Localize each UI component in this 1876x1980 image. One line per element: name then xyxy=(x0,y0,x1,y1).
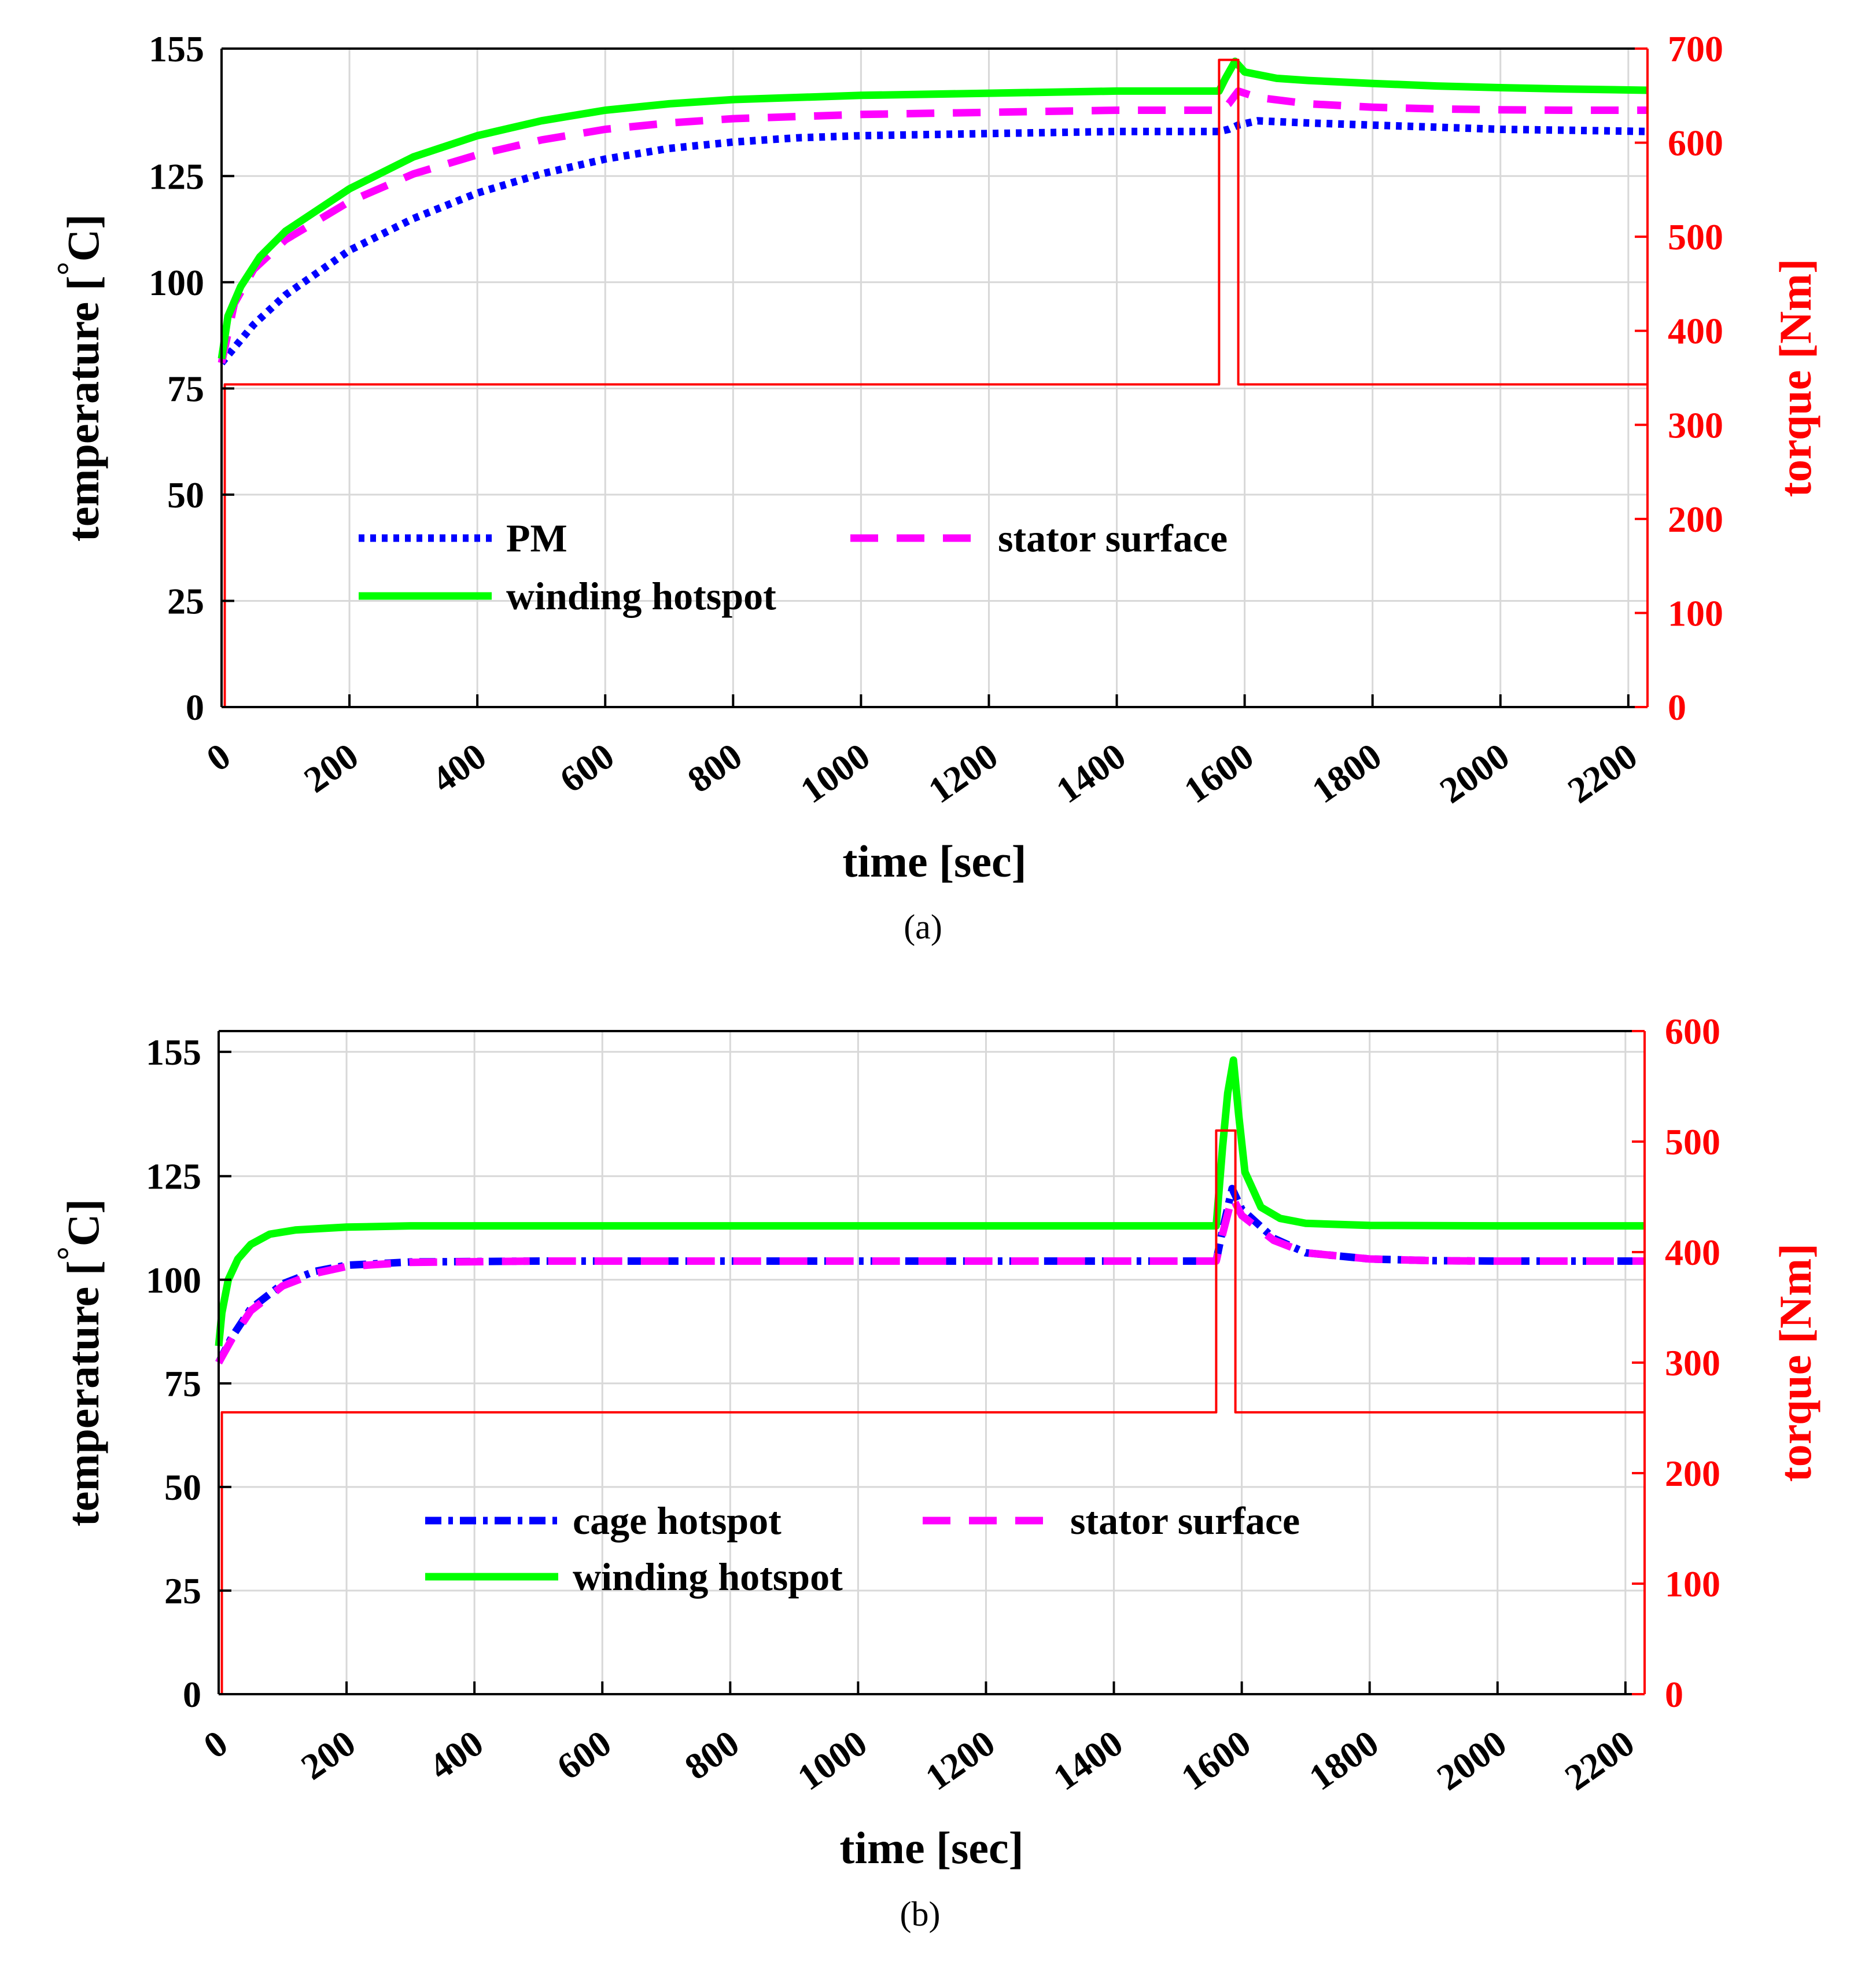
x-tick-label: 200 xyxy=(294,1722,363,1787)
y-tick-label: 155 xyxy=(146,1032,201,1073)
y2-tick-label: 200 xyxy=(1665,1453,1720,1494)
x-tick-label: 2200 xyxy=(1560,735,1645,811)
x-tick-label: 1200 xyxy=(921,735,1005,811)
x-tick-label: 1000 xyxy=(793,735,878,811)
x-tick-label: 1600 xyxy=(1177,735,1261,811)
y2-tick-label: 200 xyxy=(1668,499,1723,540)
y2-tick-label: 300 xyxy=(1665,1342,1720,1383)
y-tick-label: 25 xyxy=(167,580,204,621)
y-tick-label: 75 xyxy=(164,1363,201,1404)
y-tick-label: 50 xyxy=(167,474,204,516)
x-tick-label: 400 xyxy=(422,1722,491,1787)
legend-label: PM xyxy=(506,516,567,560)
x-axis-label: time [sec] xyxy=(839,1823,1023,1873)
series-PM-line xyxy=(219,117,1648,366)
x-tick-label: 2000 xyxy=(1432,735,1517,811)
legend: cage hotspot stator surface winding hotspo… xyxy=(425,1499,1300,1599)
y-axis-label: temperature [°C] xyxy=(50,214,108,542)
y-tick-label: 0 xyxy=(183,1674,201,1715)
series-group xyxy=(218,57,1648,708)
series-stator-surface-line xyxy=(215,1193,1645,1365)
x-tick-label: 600 xyxy=(550,1722,618,1787)
y2-axis-label: torque [Nm] xyxy=(1770,259,1820,497)
x-tick-label: 400 xyxy=(425,735,493,800)
x-tick-label: 0 xyxy=(199,735,238,779)
legend-label: winding hotspot xyxy=(506,574,776,618)
y2-tick-label: 600 xyxy=(1668,123,1723,164)
y-tick-label: 100 xyxy=(149,262,204,303)
x-tick-label: 2200 xyxy=(1557,1722,1642,1798)
y2-tick-label: 100 xyxy=(1665,1563,1720,1604)
series-torque-line xyxy=(222,58,1648,708)
y2-tick-label: 500 xyxy=(1665,1121,1720,1162)
y-tick-label: 155 xyxy=(149,28,204,69)
series-winding-hotspot-line xyxy=(218,57,1648,359)
series-cage-hotspot-line xyxy=(215,1184,1645,1364)
x-tick-label: 600 xyxy=(552,735,621,800)
x-tick-label: 0 xyxy=(196,1722,235,1766)
y2-tick-label: 100 xyxy=(1668,592,1723,634)
y2-tick-label: 0 xyxy=(1665,1674,1683,1715)
y-tick-label: 75 xyxy=(167,368,204,409)
x-tick-label: 1000 xyxy=(790,1722,875,1798)
series-group xyxy=(215,1056,1645,1695)
series-stator-surface-line xyxy=(218,87,1648,364)
y-tick-label: 100 xyxy=(146,1260,201,1301)
panel-caption: (a) xyxy=(904,908,942,946)
x-tick-label: 1800 xyxy=(1302,1722,1386,1798)
y-tick-label: 0 xyxy=(186,687,204,728)
x-tick-label: 1200 xyxy=(918,1722,1003,1798)
legend-label: winding hotspot xyxy=(573,1555,843,1599)
x-tick-label: 800 xyxy=(677,1722,746,1787)
y2-tick-label: 700 xyxy=(1668,28,1723,69)
y-tick-label: 125 xyxy=(146,1156,201,1197)
y-tick-label: 25 xyxy=(164,1570,201,1611)
x-tick-label: 2000 xyxy=(1429,1722,1514,1798)
y2-tick-label: 500 xyxy=(1668,216,1723,257)
y2-axis-label: torque [Nm] xyxy=(1770,1243,1820,1482)
y2-tick-label: 300 xyxy=(1668,404,1723,446)
panel-caption: (b) xyxy=(900,1895,941,1933)
y2-tick-label: 400 xyxy=(1668,311,1723,352)
series-torque-line xyxy=(219,1129,1645,1695)
legend: PM stator surface winding hotspot xyxy=(359,516,1228,618)
y2-tick-label: 400 xyxy=(1665,1232,1720,1273)
y-tick-label: 50 xyxy=(164,1467,201,1508)
x-axis-label: time [sec] xyxy=(842,836,1026,886)
grid xyxy=(218,1031,1645,1695)
x-tick-label: 1800 xyxy=(1304,735,1389,811)
series-winding-hotspot-line xyxy=(215,1056,1645,1346)
y-tick-label: 125 xyxy=(149,156,204,197)
x-tick-label: 1400 xyxy=(1049,735,1133,811)
x-tick-label: 800 xyxy=(680,735,749,800)
x-tick-label: 1600 xyxy=(1174,1722,1258,1798)
y-axis-label: temperature [°C] xyxy=(50,1199,108,1526)
y2-tick-label: 600 xyxy=(1665,1011,1720,1052)
y2-tick-label: 0 xyxy=(1668,687,1686,728)
legend-label: stator surface xyxy=(1070,1499,1300,1543)
panel-b: 0 25 50 75 100 125 155 0 100 200 300 400 500 600 0 200 4… xyxy=(50,1011,1820,1933)
x-tick-label: 200 xyxy=(297,735,366,800)
legend-label: cage hotspot xyxy=(573,1499,782,1543)
x-tick-label: 1400 xyxy=(1046,1722,1130,1798)
legend-label: stator surface xyxy=(998,516,1228,560)
